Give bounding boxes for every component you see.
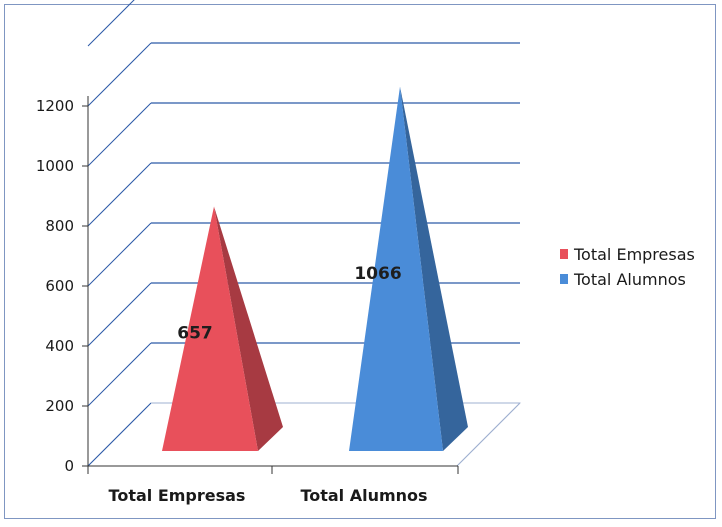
y-tick-label: 400 [45, 337, 74, 355]
data-label: 1066 [354, 264, 401, 284]
x-category-label: Total Empresas [109, 486, 246, 505]
x-category-label: Total Alumnos [300, 486, 427, 505]
chart-legend: Total Empresas Total Alumnos [560, 243, 695, 293]
side-gridline [87, 342, 152, 407]
pyramid-total-empresas [162, 206, 258, 451]
legend-label-total-alumnos: Total Alumnos [574, 269, 686, 289]
side-gridline [87, 42, 152, 107]
side-gridline [87, 162, 152, 227]
y-tick-label: 1000 [36, 157, 74, 175]
y-tick-label: 200 [45, 397, 74, 415]
side-gridline [87, 402, 152, 467]
y-tick-label: 0 [64, 457, 74, 475]
legend-swatch-total-empresas [560, 249, 568, 259]
pyramid-total-alumnos-side [400, 86, 468, 452]
side-gridline [87, 102, 152, 167]
legend-label-total-empresas: Total Empresas [574, 244, 695, 264]
legend-item-total-alumnos: Total Alumnos [560, 268, 695, 290]
data-label: 657 [177, 324, 213, 344]
floor-edge [456, 402, 521, 467]
side-gridline [87, 282, 152, 347]
side-gridline [87, 222, 152, 287]
legend-swatch-total-alumnos [560, 274, 568, 284]
y-tick-label: 1200 [36, 97, 74, 115]
side-gridline [87, 0, 135, 47]
y-tick-label: 600 [45, 277, 74, 295]
y-tick-label: 800 [45, 217, 74, 235]
pyramid-total-alumnos [349, 86, 443, 452]
legend-item-total-empresas: Total Empresas [560, 243, 695, 265]
pyramid-total-empresas-side [214, 206, 283, 451]
